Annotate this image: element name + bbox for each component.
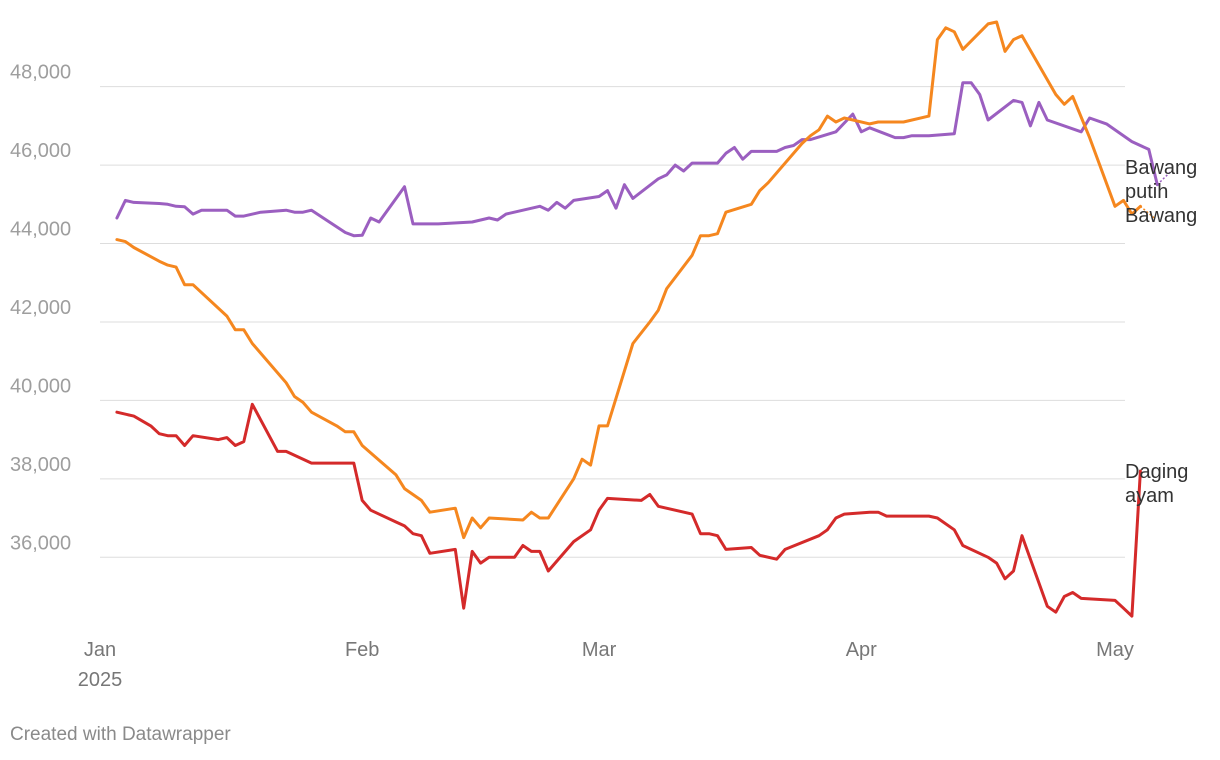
- x-tick-sublabel: 2025: [78, 669, 123, 691]
- x-axis-tick-labels: Jan 2025 Feb Mar Apr May: [78, 639, 1134, 691]
- series-label-line: ayam: [1125, 485, 1174, 507]
- y-tick-label: 48,000: [10, 62, 71, 84]
- series-label-daging-ayam: Daging ayam: [1125, 461, 1188, 507]
- y-axis-tick-labels: 36,000 38,000 40,000 42,000 44,000 46,000 48,0…: [10, 62, 71, 555]
- series-line-daging-ayam: [115, 402, 1142, 618]
- series-lines: [115, 20, 1172, 618]
- series-label-connector: [1156, 170, 1172, 186]
- series-line-bawang-putih: [115, 81, 1159, 238]
- y-tick-label: 38,000: [10, 454, 71, 476]
- x-tick-label: Feb: [345, 639, 379, 661]
- y-tick-label: 46,000: [10, 140, 71, 162]
- x-tick-label: May: [1096, 639, 1134, 661]
- x-tick-label: Jan: [84, 639, 116, 661]
- y-tick-label: 42,000: [10, 297, 71, 319]
- line-chart: 36,000 38,000 40,000 42,000 44,000 46,000 48,0…: [10, 20, 1197, 691]
- x-tick-label: Mar: [582, 639, 617, 661]
- series-line-bawang: [115, 20, 1142, 540]
- series-label-line: Daging: [1125, 461, 1188, 483]
- series-label-line: Bawang: [1125, 157, 1197, 179]
- y-tick-label: 36,000: [10, 532, 71, 554]
- y-tick-label: 40,000: [10, 375, 71, 397]
- series-label-line: Bawang: [1125, 205, 1197, 227]
- gridlines: [100, 86, 1125, 558]
- x-tick-label: Apr: [846, 639, 877, 661]
- y-tick-label: 44,000: [10, 219, 71, 241]
- series-label-line: putih: [1125, 181, 1168, 203]
- chart-credit: Created with Datawrapper: [10, 724, 231, 745]
- series-label-bawang-putih: Bawang putih: [1125, 157, 1197, 203]
- series-label-connector: [1139, 205, 1155, 219]
- series-label-bawang: Bawang: [1125, 205, 1197, 227]
